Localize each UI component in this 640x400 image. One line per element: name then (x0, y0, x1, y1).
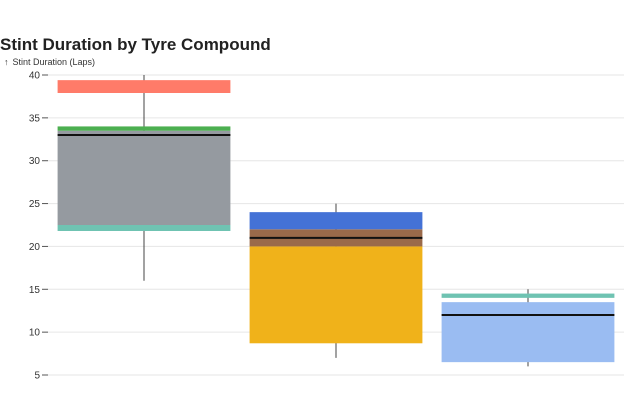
box-band (57, 126, 231, 131)
box-3 (441, 289, 615, 367)
y-tick-label: 35 (29, 113, 41, 124)
box-band (441, 302, 615, 363)
y-axis-label: ↑ Stint Duration (Laps) (4, 57, 95, 67)
y-axis-label-text: Stint Duration (Laps) (12, 57, 96, 67)
box-band (57, 80, 231, 93)
box-band (441, 293, 615, 298)
box-1 (57, 75, 231, 281)
box-band (249, 246, 423, 344)
box-band (249, 212, 423, 230)
up-arrow-icon: ↑ (4, 57, 9, 67)
y-tick-label: 5 (34, 371, 40, 382)
box-band (57, 225, 231, 231)
y-tick-label: 10 (29, 328, 41, 339)
y-tick-label: 25 (29, 199, 41, 210)
boxes (57, 75, 615, 367)
box-2 (249, 203, 423, 358)
box-band (57, 130, 231, 225)
y-tick-label: 30 (29, 156, 41, 167)
y-tick-label: 15 (29, 285, 41, 296)
chart-title: Stint Duration by Tyre Compound (0, 35, 271, 54)
y-tick-label: 40 (29, 71, 41, 82)
y-tick-label: 20 (29, 242, 41, 253)
y-axis-ticks: 5 10 15 20 25 30 35 40 (29, 71, 48, 382)
